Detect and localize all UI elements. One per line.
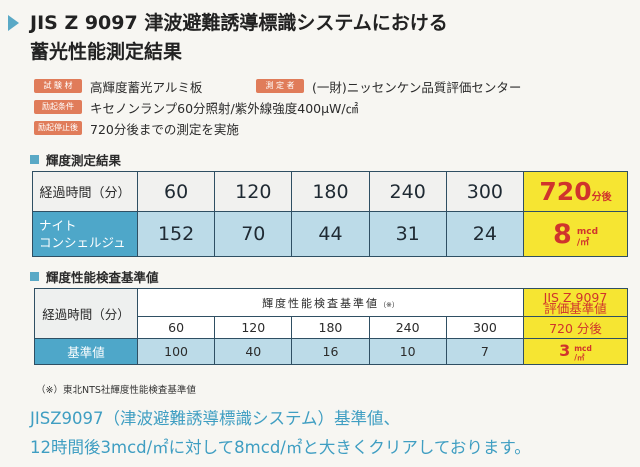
time-cell: 60 xyxy=(136,316,216,339)
group-title-note: （※） xyxy=(379,300,399,309)
value-cell: 70 xyxy=(214,211,293,257)
info-row-tester: 測 定 者 (一財)ニッセンケン品質評価センター xyxy=(256,77,521,95)
time-cell: 180 xyxy=(291,171,370,212)
value-cell: 24 xyxy=(445,211,525,257)
section-square-icon xyxy=(30,155,39,164)
section-standard-title: 輝度性能検査基準値 xyxy=(46,270,159,285)
badge-tester: 測 定 者 xyxy=(256,79,304,93)
luminance-results-table: 経過時間（分） 60 120 180 240 300 720分後 ナイト コンシ… xyxy=(32,171,628,257)
product-label: ナイト コンシェルジュ xyxy=(32,211,138,257)
highlight-time-cell: 720分後 xyxy=(523,171,628,212)
table-row: 基準値 100 40 16 10 7 3 mcd /㎡ xyxy=(34,338,628,365)
title-line-1: JIS Z 9097 津波避難誘導標識システムにおける xyxy=(30,12,448,34)
time-cell: 60 xyxy=(136,171,216,212)
highlight-value-cell: 8 mcd /㎡ xyxy=(523,211,628,257)
title-line-2: 蓄光性能測定結果 xyxy=(30,41,183,63)
value-cell: 100 xyxy=(136,338,216,365)
jis-head-line-2: 評価基準値 xyxy=(544,300,607,316)
info-after-stop-text: 720分後までの測定を実施 xyxy=(90,121,239,137)
section-luminance-results: 輝度測定結果 xyxy=(30,150,121,169)
jis-head-line-1: JIS Z 9097 xyxy=(543,289,608,305)
value-cell: 31 xyxy=(368,211,447,257)
group-title: 輝度性能検査基準値（※） xyxy=(137,288,524,317)
info-row-material: 試 験 材 高輝度蓄光アルミ板 xyxy=(34,77,202,95)
table-row: 経過時間（分） 60 120 180 240 300 720分後 xyxy=(32,171,628,212)
info-material-text: 高輝度蓄光アルミ板 xyxy=(90,79,203,95)
table-row: 60 120 180 240 300 720 分後 xyxy=(35,316,628,339)
table-row: 経過時間（分） 輝度性能検査基準値（※） JIS Z 9097 評価基準値 xyxy=(34,288,628,339)
highlight-value-cell: 3 mcd /㎡ xyxy=(523,338,628,365)
standard-row-label: 基準値 xyxy=(34,338,138,365)
product-label-line-1: ナイト xyxy=(39,218,77,233)
section-luminance-title: 輝度測定結果 xyxy=(46,153,122,168)
highlight-value: 3 xyxy=(559,341,571,361)
group-title-text: 輝度性能検査基準値 xyxy=(262,296,380,310)
info-tester-text: (一財)ニッセンケン品質評価センター xyxy=(312,79,522,95)
highlight-time-unit: 分後 xyxy=(591,192,612,203)
value-cell: 7 xyxy=(445,338,525,365)
value-cell: 44 xyxy=(291,211,370,257)
badge-excitation: 励起条件 xyxy=(34,100,82,114)
time-cell: 180 xyxy=(291,316,370,339)
title-arrow-icon xyxy=(8,15,19,31)
highlight-value-unit: mcd /㎡ xyxy=(574,344,592,362)
value-cell: 16 xyxy=(291,338,370,365)
time-cell: 300 xyxy=(445,171,525,212)
unit-top: mcd xyxy=(574,343,592,353)
time-cell: 120 xyxy=(214,171,293,212)
highlight-time-cell: 720 分後 xyxy=(523,316,628,339)
time-cell: 240 xyxy=(368,316,447,339)
time-cell: 300 xyxy=(445,316,525,339)
elapsed-time-header: 経過時間（分） xyxy=(32,171,138,212)
value-cell: 10 xyxy=(368,338,447,365)
standard-values-table: 経過時間（分） 輝度性能検査基準値（※） JIS Z 9097 評価基準値 60… xyxy=(34,288,628,365)
info-excitation-text: キセノンランプ60分照射/紫外線強度400μW/㎠ xyxy=(90,100,359,116)
unit-top: mcd xyxy=(576,227,599,237)
highlight-value: 8 xyxy=(552,218,572,250)
unit-bottom: /㎡ xyxy=(574,352,585,362)
section-square-icon xyxy=(30,272,39,281)
section-standard-values: 輝度性能検査基準値 xyxy=(30,267,159,286)
highlight-time-value: 720 xyxy=(539,177,592,206)
highlight-value-unit: mcd /㎡ xyxy=(577,227,598,249)
footnote: （※）東北NTS社輝度性能検査基準値 xyxy=(36,385,196,396)
info-row-after-stop: 励起停止後 720分後までの測定を実施 xyxy=(34,119,239,137)
time-cell: 120 xyxy=(214,316,293,339)
elapsed-time-header: 経過時間（分） xyxy=(34,288,138,339)
info-row-excitation: 励起条件 キセノンランプ60分照射/紫外線強度400μW/㎠ xyxy=(34,98,358,116)
value-cell: 152 xyxy=(136,211,216,257)
badge-after-stop: 励起停止後 xyxy=(34,121,82,135)
summary-line-2: 12時間後3mcd/㎡に対して8mcd/㎡と大きくクリアしております。 xyxy=(30,438,531,457)
table-row: ナイト コンシェルジュ 152 70 44 31 24 8 mcd /㎡ xyxy=(32,211,628,257)
summary-line-1: JISZ9097（津波避難誘導標識システム）基準値、 xyxy=(30,409,401,428)
badge-material: 試 験 材 xyxy=(34,79,82,93)
product-label-line-2: コンシェルジュ xyxy=(39,235,126,250)
value-cell: 40 xyxy=(214,338,293,365)
jis-head: JIS Z 9097 評価基準値 xyxy=(523,288,628,317)
time-cell: 240 xyxy=(368,171,447,212)
unit-bottom: /㎡ xyxy=(576,238,590,248)
